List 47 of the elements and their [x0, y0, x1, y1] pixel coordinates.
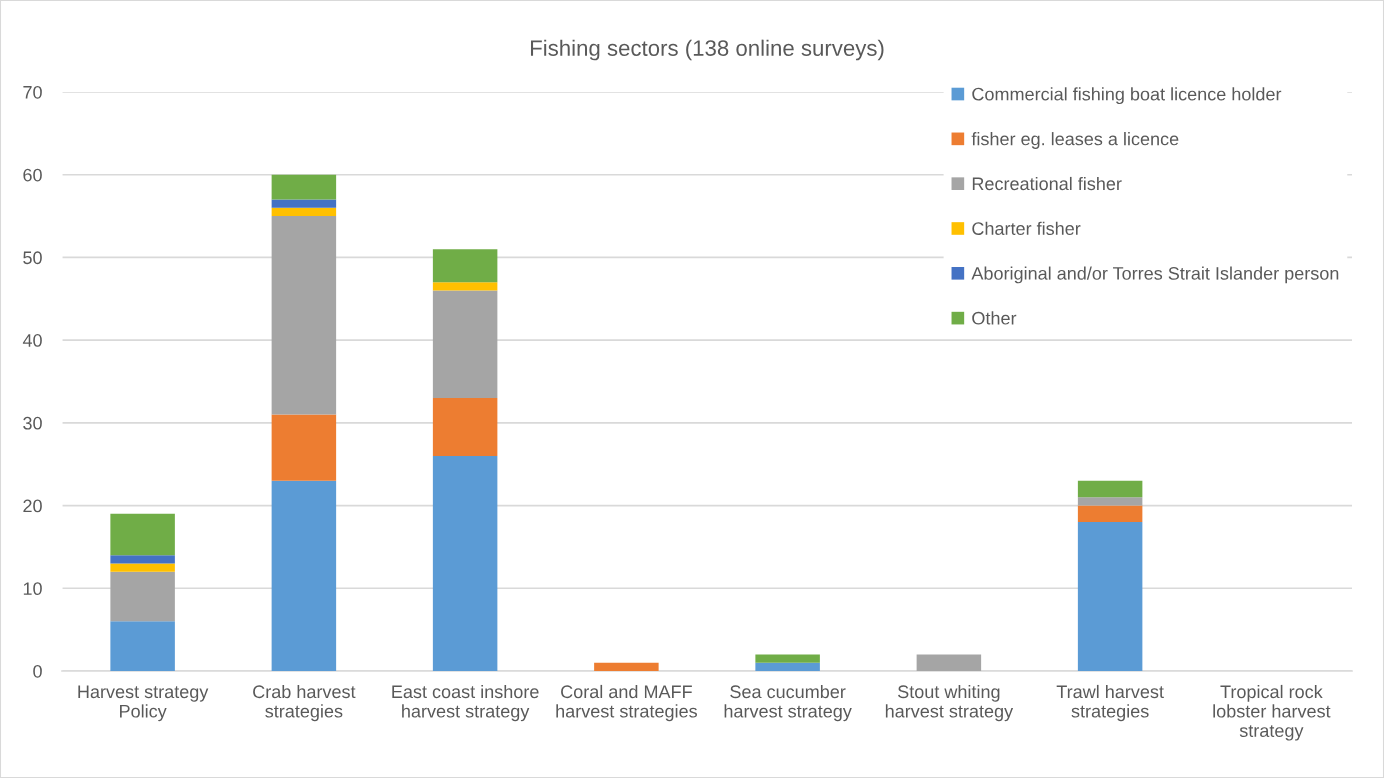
bar: [594, 662, 659, 671]
bar: [110, 621, 175, 671]
bar: [432, 290, 498, 399]
bar: [1077, 497, 1143, 506]
bar: [1077, 480, 1143, 498]
bar: [1077, 522, 1143, 671]
bar: [432, 398, 498, 456]
bar: [271, 174, 337, 200]
legend-label: Other: [972, 311, 1017, 325]
y-tick-label: 40: [22, 334, 42, 347]
bar: [110, 571, 175, 622]
bar: [432, 249, 498, 283]
x-tick-label: Trawl harvest strategies: [1056, 684, 1164, 722]
x-tick-label: Tropical rock lobster harvest strategy: [1213, 684, 1331, 741]
bar: [271, 414, 337, 481]
legend-label: Recreational fisher: [972, 176, 1122, 191]
bar: [755, 654, 820, 663]
legend-label: fisher eg. leases a licence: [971, 132, 1179, 149]
bar: [432, 455, 498, 671]
legend-label: Aboriginal and/or Torres Strait Islander person: [971, 266, 1339, 284]
y-tick-label: 10: [23, 582, 42, 596]
y-tick-label: 20: [23, 499, 42, 513]
x-tick-label: Harvest strategy Policy: [78, 685, 209, 722]
x-tick-label: Coral and MAFF harvest strategies: [556, 684, 697, 722]
bar: [271, 199, 337, 208]
bar: [755, 662, 820, 671]
bar: [271, 480, 337, 671]
chart-title: Fishing sectors (138 online surveys): [530, 39, 884, 61]
bar: [432, 282, 498, 291]
bar: [271, 207, 337, 217]
legend-label: Commercial fishing boat licence holder: [972, 87, 1282, 105]
bar: [916, 654, 982, 671]
x-tick-label: Crab harvest strategies: [253, 684, 356, 722]
x-tick-label: East coast inshore harvest strategy: [392, 684, 539, 722]
y-tick-label: 30: [23, 416, 42, 430]
bar: [110, 513, 175, 556]
bar: [110, 563, 175, 572]
bar: [271, 216, 337, 415]
bar: [1077, 505, 1143, 523]
y-tick-label: 0: [33, 664, 42, 678]
y-tick-label: 50: [23, 251, 42, 265]
x-tick-label: Sea cucumber harvest strategy: [724, 684, 852, 722]
bar: [110, 555, 175, 564]
y-tick-label: 70: [23, 85, 42, 99]
legend-label: Charter fisher: [972, 221, 1081, 235]
x-tick-label: Stout whiting harvest strategy: [885, 684, 1014, 722]
y-tick-label: 60: [23, 168, 42, 182]
